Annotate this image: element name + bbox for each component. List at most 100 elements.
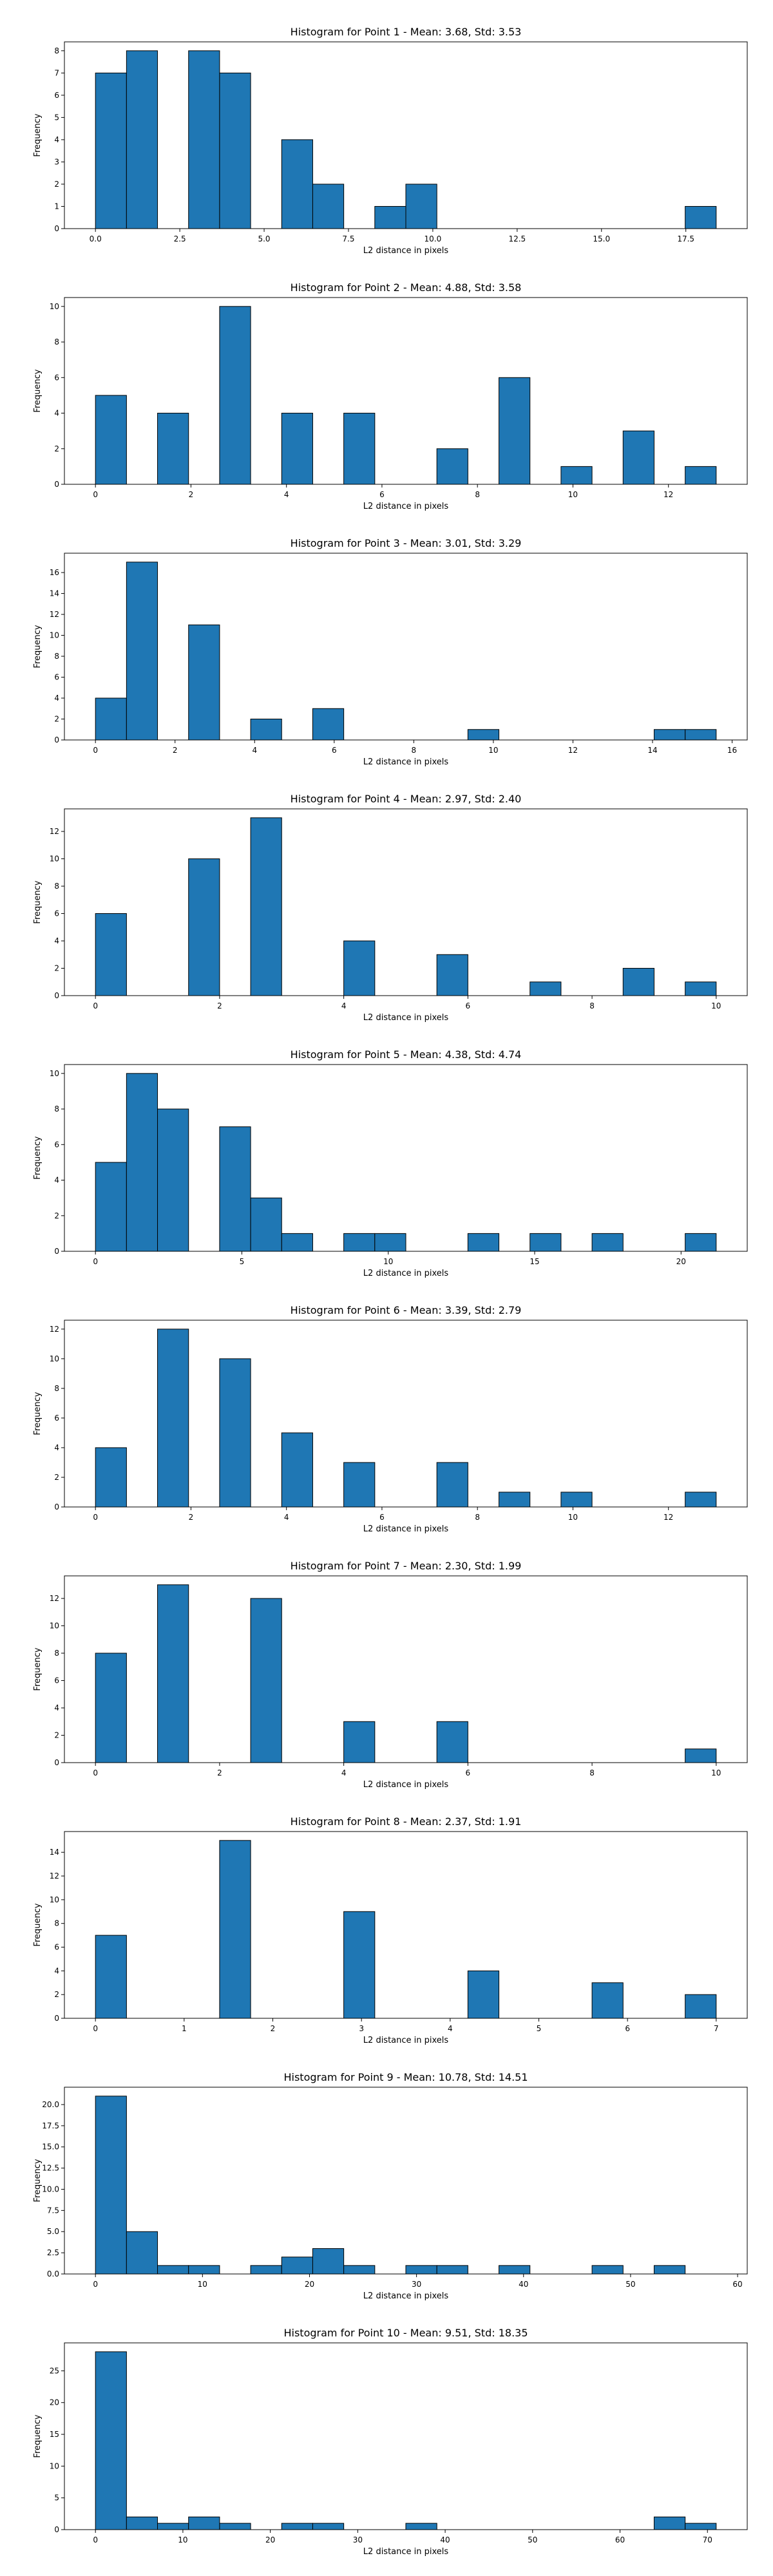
histogram-bar: [126, 50, 158, 229]
x-tick-label: 4: [341, 1768, 347, 1777]
chart-title: Histogram for Point 6 - Mean: 3.39, Std:…: [291, 1304, 522, 1316]
y-tick-label: 3: [54, 157, 59, 166]
histogram-bar: [405, 2523, 437, 2530]
x-tick-label: 30: [353, 2535, 363, 2544]
y-axis-label: Frequency: [33, 1392, 43, 1435]
histogram-bar: [685, 981, 717, 996]
x-tick-label: 0: [93, 746, 98, 755]
x-tick-label: 10: [711, 1001, 721, 1010]
x-tick-label: 1: [182, 2024, 187, 2033]
y-tick-label: 10: [50, 2461, 59, 2470]
x-tick-label: 10: [383, 1257, 393, 1266]
y-tick-label: 4: [54, 1176, 59, 1185]
x-tick-label: 0: [93, 1513, 98, 1522]
chart-title: Histogram for Point 8 - Mean: 2.37, Std:…: [291, 1815, 522, 1828]
x-tick-label: 12: [568, 746, 578, 755]
x-tick-label: 2: [217, 1768, 222, 1777]
y-axis-label: Frequency: [33, 113, 43, 156]
histogram-bar: [219, 1126, 251, 1252]
x-axis-label: L2 distance in pixels: [363, 1524, 449, 1534]
x-tick-label: 0.0: [90, 234, 102, 243]
y-tick-label: 8: [54, 1104, 59, 1113]
y-tick-label: 5: [54, 113, 59, 122]
y-tick-label: 5: [54, 2494, 59, 2503]
histogram-bar: [343, 1462, 376, 1508]
x-tick-label: 20: [676, 1257, 686, 1266]
y-tick-label: 4: [54, 936, 59, 945]
histogram-bar: [467, 729, 500, 741]
y-tick-label: 2: [54, 1211, 59, 1220]
y-tick-label: 4: [54, 1966, 59, 1975]
histogram-bar: [343, 940, 376, 996]
y-tick-label: 10.0: [42, 2184, 59, 2193]
x-tick-label: 2: [271, 2024, 276, 2033]
y-tick-label: 16: [50, 568, 59, 577]
histogram-bar: [250, 719, 282, 741]
y-tick-label: 15.0: [42, 2143, 59, 2152]
histogram-bar: [343, 1721, 376, 1763]
histogram-bar: [219, 72, 251, 229]
x-tick-label: 8: [475, 490, 480, 499]
x-tick-label: 0: [93, 2024, 98, 2033]
y-tick-label: 8: [54, 46, 59, 55]
histogram-bar: [343, 2265, 376, 2275]
y-tick-label: 17.5: [42, 2121, 59, 2130]
histogram-bar: [653, 729, 686, 741]
y-tick-label: 2: [54, 1731, 59, 1740]
x-tick-label: 0: [93, 1001, 98, 1010]
histogram-bar: [560, 466, 593, 485]
x-tick-label: 2: [173, 746, 178, 755]
histogram-bar: [95, 913, 127, 996]
chart-title: Histogram for Point 2 - Mean: 4.88, Std:…: [291, 281, 522, 294]
histogram-bar: [653, 2265, 686, 2275]
x-tick-label: 15: [530, 1257, 539, 1266]
histogram-bar: [250, 1197, 282, 1252]
histogram-bar: [436, 2265, 468, 2275]
chart-title: Histogram for Point 5 - Mean: 4.38, Std:…: [291, 1048, 522, 1061]
histogram-bar: [653, 2516, 686, 2530]
y-tick-label: 0: [54, 735, 59, 744]
x-tick-label: 40: [519, 2280, 528, 2289]
chart-title: Histogram for Point 10 - Mean: 9.51, Std…: [283, 2327, 528, 2339]
plot-frame: [64, 2087, 748, 2275]
x-tick-label: 5: [537, 2024, 542, 2033]
chart-panel-8: Histogram for Point 8 - Mean: 2.37, Std:…: [33, 1815, 748, 2045]
x-tick-label: 10: [488, 746, 498, 755]
plot-frame: [64, 2342, 748, 2530]
y-tick-label: 8: [54, 337, 59, 346]
histogram-bar: [95, 697, 127, 741]
histogram-bar: [685, 466, 717, 485]
y-tick-label: 6: [54, 1943, 59, 1952]
y-tick-label: 2: [54, 1990, 59, 1999]
histogram-bar: [281, 1432, 313, 1508]
chart-title: Histogram for Point 9 - Mean: 10.78, Std…: [283, 2071, 528, 2083]
y-tick-label: 6: [54, 1414, 59, 1423]
y-tick-label: 0: [54, 224, 59, 233]
histogram-bar: [374, 205, 406, 229]
y-axis-label: Frequency: [33, 1647, 43, 1690]
y-tick-label: 20.0: [42, 2100, 59, 2109]
x-tick-label: 4: [252, 746, 257, 755]
x-tick-label: 2: [189, 490, 194, 499]
y-tick-label: 2.5: [47, 2248, 59, 2257]
histogram-bar: [343, 1911, 376, 2019]
histogram-bar: [126, 2516, 158, 2530]
y-tick-label: 4: [54, 409, 59, 418]
x-tick-label: 2: [189, 1513, 194, 1522]
histogram-bar: [436, 954, 468, 996]
chart-panel-6: Histogram for Point 6 - Mean: 3.39, Std:…: [33, 1304, 748, 1534]
y-tick-label: 20: [50, 2398, 59, 2407]
histogram-bar: [126, 2231, 158, 2275]
chart-title: Histogram for Point 3 - Mean: 3.01, Std:…: [291, 537, 522, 549]
x-tick-label: 6: [332, 746, 337, 755]
x-tick-label: 2.5: [174, 234, 186, 243]
x-axis-label: L2 distance in pixels: [363, 246, 449, 256]
histogram-bar: [250, 817, 282, 996]
histogram-bar: [219, 306, 251, 485]
x-tick-label: 15.0: [593, 234, 610, 243]
histogram-bar: [188, 50, 220, 229]
x-tick-label: 60: [732, 2280, 742, 2289]
x-tick-label: 20: [265, 2535, 275, 2544]
x-tick-label: 8: [589, 1768, 595, 1777]
